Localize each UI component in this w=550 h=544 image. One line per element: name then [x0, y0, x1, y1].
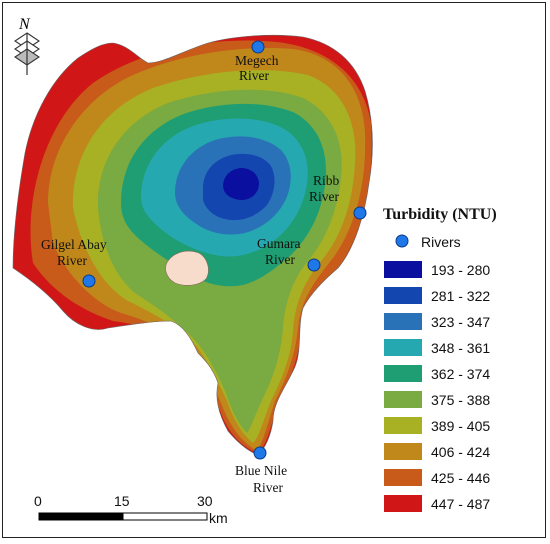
- legend-class-label-7: 406 - 424: [431, 444, 490, 460]
- legend-class-label-5: 375 - 388: [431, 392, 490, 408]
- scale-bar: 0 15 30 km: [34, 493, 228, 526]
- scale-segment-2: [122, 512, 208, 521]
- legend-classes: 193 - 280 281 - 322 323 - 347 348 - 361 362 …: [384, 261, 490, 512]
- north-label: N: [18, 16, 31, 33]
- river-label-gumara-2: River: [265, 252, 295, 267]
- legend-swatch-6: [384, 417, 422, 434]
- legend-swatch-0: [384, 261, 422, 278]
- river-label-ribb-2: River: [309, 189, 339, 204]
- legend-river-symbol: [395, 234, 409, 248]
- turbidity-map: N Megech River Ribb River Gumara River G…: [12, 16, 497, 526]
- legend-class-label-0: 193 - 280: [431, 262, 490, 278]
- scale-unit: km: [209, 510, 228, 526]
- legend-class-label-4: 362 - 374: [431, 366, 490, 382]
- legend-class-label-9: 447 - 487: [431, 496, 490, 512]
- legend-class-label-8: 425 - 446: [431, 470, 490, 486]
- lake-shoreline: [12, 34, 373, 456]
- legend-swatch-5: [384, 391, 422, 408]
- scale-tick-15: 15: [114, 493, 130, 509]
- river-label-ribb-1: Ribb: [313, 173, 340, 188]
- map-frame: N Megech River Ribb River Gumara River G…: [2, 2, 546, 538]
- legend-swatch-7: [384, 443, 422, 460]
- legend-rivers-label: Rivers: [421, 234, 461, 250]
- river-dot-blue-nile: [253, 446, 267, 460]
- river-label-gumara-1: Gumara: [257, 236, 300, 251]
- river-label-megech-2: River: [239, 68, 269, 83]
- zone-193-280: [223, 168, 259, 200]
- river-markers: Megech River Ribb River Gumara River Gil…: [41, 40, 367, 495]
- river-label-gilgel-abay-1: Gilgel Abay: [41, 237, 107, 252]
- river-label-gilgel-abay-2: River: [57, 253, 87, 268]
- legend-swatch-4: [384, 365, 422, 382]
- legend: Turbidity (NTU) Rivers 193 - 280 281 - 32…: [383, 206, 497, 512]
- legend-swatch-1: [384, 287, 422, 304]
- river-label-blue-nile-2: River: [253, 480, 283, 495]
- lake-raster: [13, 35, 373, 455]
- river-dot-gumara: [307, 258, 321, 272]
- legend-swatch-9: [384, 495, 422, 512]
- scale-tick-30: 30: [197, 493, 213, 509]
- legend-swatch-2: [384, 313, 422, 330]
- scale-tick-0: 0: [34, 493, 42, 509]
- river-dot-gilgel-abay: [82, 274, 96, 288]
- legend-class-label-1: 281 - 322: [431, 288, 490, 304]
- river-label-megech-1: Megech: [235, 53, 279, 68]
- legend-class-label-6: 389 - 405: [431, 418, 490, 434]
- scale-segment-1: [38, 512, 124, 521]
- river-label-blue-nile-1: Blue Nile: [235, 463, 287, 478]
- river-dot-megech: [251, 40, 265, 54]
- legend-class-label-3: 348 - 361: [431, 340, 490, 356]
- legend-title: Turbidity (NTU): [383, 206, 497, 223]
- north-arrow: N: [14, 16, 40, 75]
- island: [165, 250, 209, 286]
- legend-class-label-2: 323 - 347: [431, 314, 490, 330]
- legend-swatch-3: [384, 339, 422, 356]
- legend-swatch-8: [384, 469, 422, 486]
- river-dot-ribb: [353, 206, 367, 220]
